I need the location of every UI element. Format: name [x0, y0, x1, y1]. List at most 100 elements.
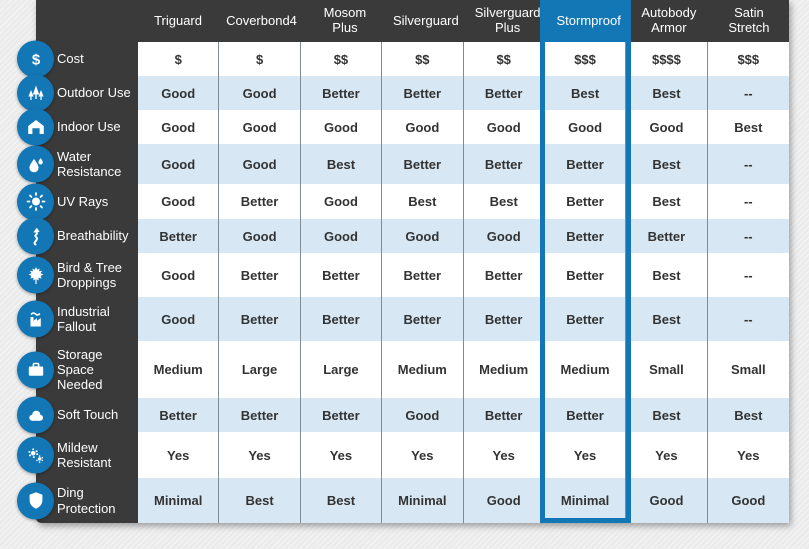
table-cell: Better [382, 76, 464, 110]
row-label-indoor-use: Indoor Use [17, 108, 138, 146]
table-cell: Better [300, 398, 383, 432]
column-header-label: Satin Stretch [728, 5, 770, 35]
table-cell: Yes [300, 432, 383, 478]
table-cell: $$$$ [626, 42, 708, 76]
table-cell: Better [626, 219, 708, 253]
table-cell: Good [707, 478, 789, 523]
table-cell: Best [544, 76, 627, 110]
table-cell: Yes [138, 432, 220, 478]
trees-icon [17, 74, 54, 112]
shield-icon [17, 482, 54, 519]
table-cell: Good [219, 219, 301, 253]
table-cell: Good [382, 219, 464, 253]
table-cell: Small [626, 341, 708, 398]
table-cell: $$ [463, 42, 545, 76]
svg-text:$: $ [31, 51, 40, 68]
comparison-table: $ $ $$ $$ $$ $$$ $$$$ $$$ Good Good Better Better Be… [17, 0, 789, 523]
table-cell: Better [463, 253, 545, 297]
table-cell: Best [626, 76, 708, 110]
table-cell: Best [626, 184, 708, 219]
column-header-silverguard: Silverguard [385, 0, 467, 42]
table-cell: Good [382, 398, 464, 432]
row-label-text: Mildew Resistant [57, 439, 112, 470]
row-label-cost: $ Cost [17, 40, 138, 78]
table-cell: Good [138, 144, 220, 184]
table-cell: -- [707, 219, 789, 253]
row-label-storage-space-needed: Storage Space Needed [17, 341, 138, 398]
table-cell: Better [219, 398, 301, 432]
table-cell: Good [463, 478, 545, 523]
table-cell: Good [382, 110, 464, 144]
table-cell: Best [626, 253, 708, 297]
table-cell: Medium [544, 341, 627, 398]
table-cell: Better [300, 76, 383, 110]
table-cell: Good [219, 110, 301, 144]
row-label-breathability: Breathability [17, 217, 138, 255]
table-cell: Better [138, 398, 220, 432]
table-cell: $$$ [544, 42, 627, 76]
table-cell: $$ [300, 42, 383, 76]
row-label-ding-protection: Ding Protection [17, 478, 138, 523]
table-cell: Better [300, 297, 383, 341]
table-cell: Best [626, 297, 708, 341]
row-label-water-resistance: Water Resistance [17, 144, 138, 184]
row-label-text: Bird & Tree Droppings [57, 259, 123, 290]
table-cell: Better [463, 398, 545, 432]
table-cell: Better [219, 297, 301, 341]
table-cell: Large [219, 341, 301, 398]
column-header-label: Mosom Plus [323, 5, 367, 35]
column-header-label: Autobody Armor [641, 5, 697, 35]
table-cell: Best [300, 478, 383, 523]
table-cell: Good [138, 297, 220, 341]
row-label-text: UV Rays [57, 193, 109, 209]
column-header-triguard: Triguard [138, 0, 218, 42]
row-label-text: Ding Protection [57, 485, 116, 516]
row-label-outdoor-use: Outdoor Use [17, 74, 138, 112]
table-cell: Better [463, 144, 545, 184]
table-cell: -- [707, 184, 789, 219]
table-cell: Yes [463, 432, 545, 478]
table-cell: Medium [463, 341, 545, 398]
table-cell: $$ [382, 42, 464, 76]
table-cell: Yes [382, 432, 464, 478]
table-cell: Good [138, 76, 220, 110]
table-cell: Good [219, 76, 301, 110]
column-header-mosom-plus: Mosom Plus [305, 0, 385, 42]
table-cell: Yes [707, 432, 789, 478]
row-label-mildew-resistant: Mildew Resistant [17, 432, 138, 478]
table-body: $ $ $$ $$ $$ $$$ $$$$ $$$ Good Good Better Better Be… [138, 42, 789, 523]
table-cell: Good [300, 219, 383, 253]
table-cell: Yes [219, 432, 301, 478]
column-header-satin-stretch: Satin Stretch [709, 0, 789, 42]
table-cell: Good [300, 184, 383, 219]
table-cell: Medium [138, 341, 220, 398]
column-header-label: Stormproof [556, 12, 621, 28]
column-header-coverbond4: Coverbond4 [218, 0, 305, 42]
table-cell: Better [138, 219, 220, 253]
table-cell: Good [626, 478, 708, 523]
row-label-soft-touch: Soft Touch [17, 396, 138, 434]
column-header-label: Triguard [154, 12, 202, 28]
table-cell: Better [544, 398, 627, 432]
table-cell: Better [544, 297, 627, 341]
maple-leaf-icon [17, 256, 54, 294]
cloud-icon [17, 396, 54, 434]
table-cell: $ [138, 42, 220, 76]
table-cell: Good [219, 144, 301, 184]
table-cell: Best [463, 184, 545, 219]
table-cell: Best [707, 110, 789, 144]
table-cell: Yes [544, 432, 627, 478]
table-cell: Best [626, 144, 708, 184]
table-cell: Good [138, 110, 220, 144]
column-header-bar [36, 0, 789, 42]
row-labels: $ Cost Outdoor Use Indoor Use Water Resistan… [17, 40, 138, 523]
table-cell: Better [544, 184, 627, 219]
table-cell: Good [463, 110, 545, 144]
table-cell: Small [707, 341, 789, 398]
table-cell: Minimal [544, 478, 627, 523]
table-cell: $ [219, 42, 301, 76]
dollar-icon: $ [17, 40, 54, 78]
table-cell: Better [463, 76, 545, 110]
table-cell: Good [463, 219, 545, 253]
mildew-icon [17, 436, 54, 474]
